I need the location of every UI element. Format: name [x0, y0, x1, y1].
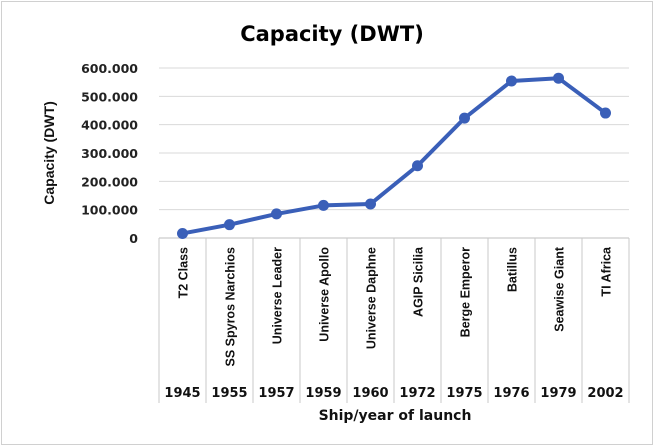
x-year-label: 1975 — [446, 386, 482, 401]
data-point — [365, 198, 376, 210]
y-tick-label: 400.000 — [81, 118, 138, 133]
category-table: T2 Class SS Spyros Narchios Universe Leade… — [158, 238, 630, 403]
x-year-label: 1959 — [305, 386, 341, 401]
x-year-label: 1960 — [352, 386, 388, 401]
data-point — [271, 208, 282, 220]
gridlines — [159, 67, 629, 239]
y-axis-label: Capacity (DWT) — [41, 101, 57, 204]
x-category-label: T2 Class — [177, 247, 191, 298]
x-category-label: Berge Emperor — [459, 247, 473, 337]
series-line — [177, 72, 611, 239]
y-tick-label: 600.000 — [81, 61, 138, 76]
x-year-label: 1972 — [399, 386, 435, 401]
data-point — [506, 75, 517, 87]
data-point — [600, 107, 611, 119]
data-point — [553, 72, 564, 84]
series-polyline — [180, 76, 608, 236]
x-category-label: AGIP Sicilia — [412, 246, 426, 317]
x-category-label: Universe Apollo — [318, 247, 332, 342]
x-axis-label: Ship/year of launch — [319, 408, 472, 424]
y-tick-label: 500.000 — [81, 89, 138, 104]
y-tick-label: 0 — [129, 231, 138, 246]
x-category-label: Seawise Giant — [553, 246, 567, 332]
x-category-label: Universe Daphne — [365, 247, 379, 349]
x-category-label: Universe Leader — [271, 247, 285, 344]
x-year-label: 1957 — [258, 386, 294, 401]
x-year-label: 1955 — [211, 386, 247, 401]
x-year-label: 1979 — [540, 386, 576, 401]
chart-title: Capacity (DWT) — [240, 22, 424, 46]
data-point — [459, 112, 470, 124]
x-category-label: SS Spyros Narchios — [224, 247, 238, 367]
x-year-label: 1976 — [493, 386, 529, 401]
x-category-label: TI Africa — [600, 246, 614, 297]
x-year-label: 2002 — [587, 386, 623, 401]
x-year-label: 1945 — [164, 386, 200, 401]
y-tick-label: 200.000 — [81, 174, 138, 189]
data-point — [318, 199, 329, 211]
data-point — [224, 219, 235, 231]
y-tick-labels: 0 100.000 200.000 300.000 400.000 500.000 600.… — [81, 61, 138, 246]
y-tick-label: 100.000 — [81, 203, 138, 218]
x-category-label: Batillus — [506, 247, 520, 292]
y-tick-label: 300.000 — [81, 146, 138, 161]
data-point — [412, 160, 423, 172]
data-point — [177, 227, 188, 239]
